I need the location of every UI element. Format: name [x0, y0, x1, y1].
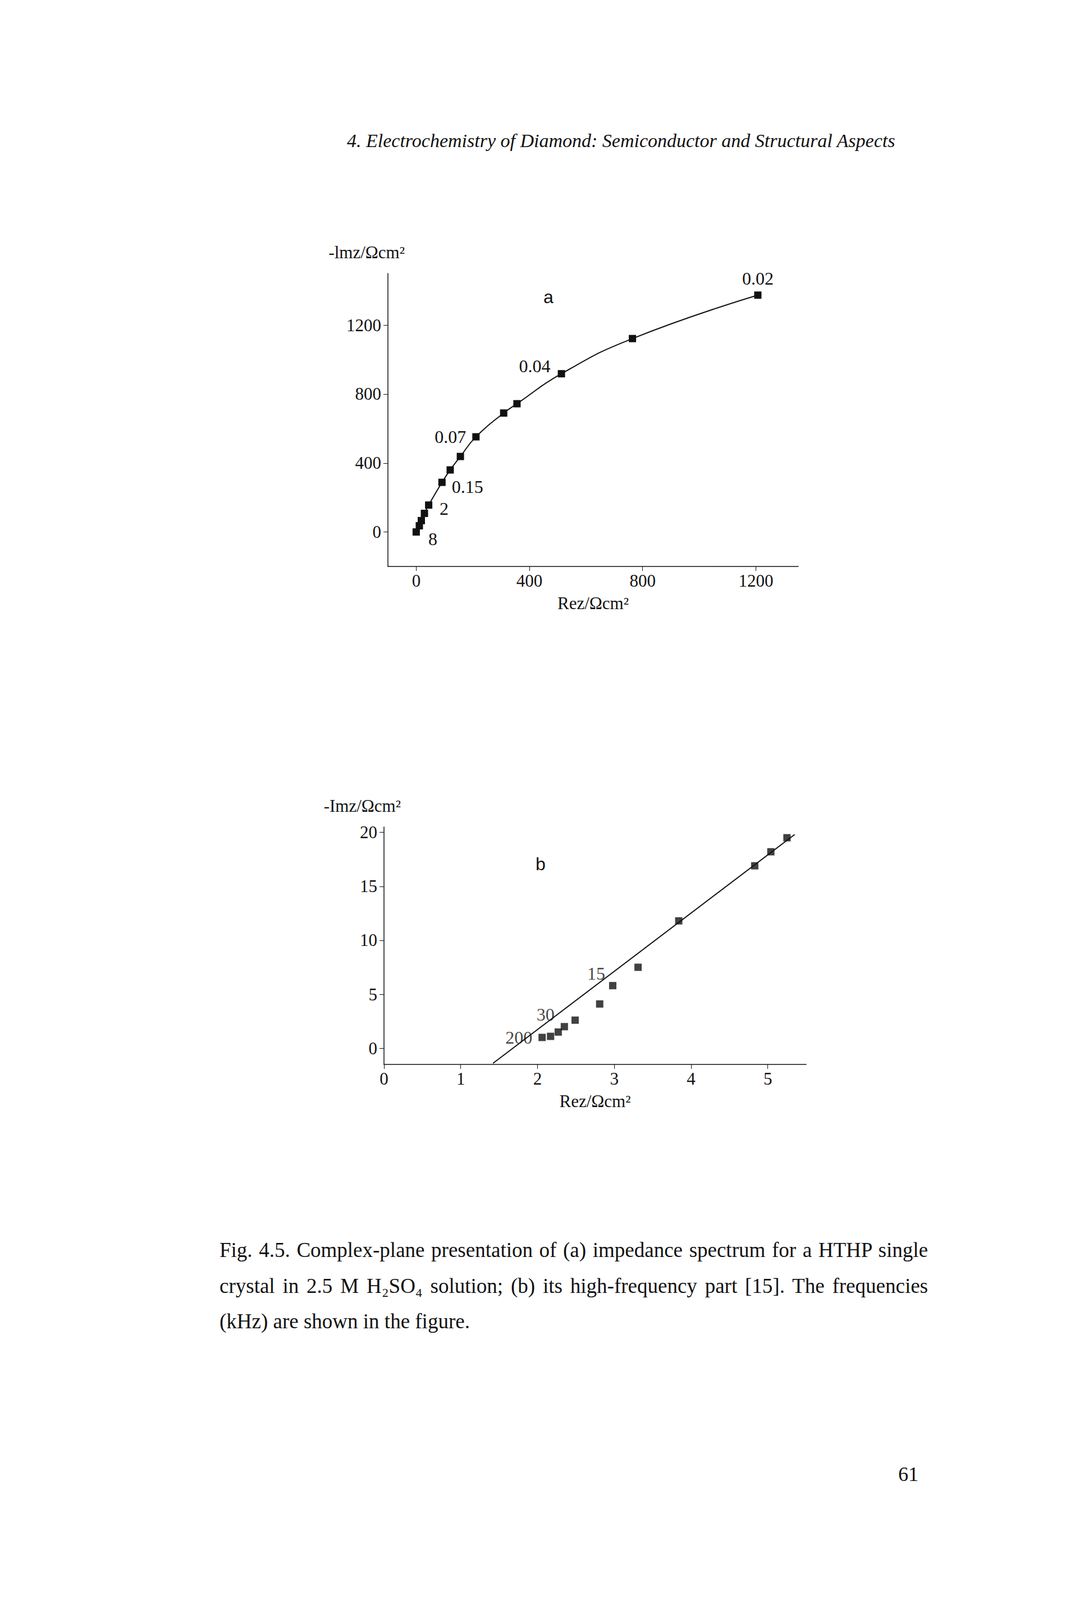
svg-text:400: 400	[355, 453, 382, 473]
svg-text:20: 20	[359, 822, 378, 843]
svg-text:200: 200	[505, 1027, 533, 1048]
svg-text:0.15: 0.15	[451, 476, 484, 497]
svg-text:400: 400	[516, 570, 543, 591]
svg-text:5: 5	[368, 984, 378, 1005]
svg-text:15: 15	[587, 963, 606, 984]
svg-text:0: 0	[372, 522, 382, 542]
svg-text:4: 4	[686, 1068, 696, 1089]
svg-text:-lmz/Ωcm²: -lmz/Ωcm²	[328, 242, 405, 263]
svg-text:-Imz/Ωcm²: -Imz/Ωcm²	[323, 796, 401, 816]
svg-text:0.02: 0.02	[742, 268, 774, 289]
svg-text:2: 2	[439, 498, 449, 519]
svg-text:3: 3	[609, 1068, 619, 1089]
svg-text:5: 5	[763, 1068, 773, 1089]
svg-text:b: b	[535, 853, 546, 875]
svg-text:0.04: 0.04	[519, 355, 551, 377]
svg-text:0: 0	[379, 1068, 389, 1089]
html-text:Fig. 4.5. Complex-plane presen: Fig. 4.5. Complex-plane presentation of …	[219, 1238, 928, 1333]
svg-text:a: a	[543, 286, 554, 308]
svg-text:0.07: 0.07	[434, 426, 466, 447]
svg-text:800: 800	[355, 383, 382, 404]
svg-text:8: 8	[428, 528, 438, 550]
svg-text:30: 30	[536, 1004, 555, 1025]
html-text:61: 61	[898, 1462, 919, 1486]
svg-text:0: 0	[368, 1038, 378, 1059]
svg-text:10: 10	[359, 930, 378, 950]
svg-text:0: 0	[412, 570, 422, 591]
svg-text:1200: 1200	[738, 570, 774, 591]
html-text:4. Electrochemistry of Diamond: 4. Electrochemistry of Diamond: Semicond…	[346, 130, 896, 152]
svg-text:15: 15	[359, 876, 378, 896]
svg-text:1: 1	[456, 1068, 466, 1089]
svg-text:Rez/Ωcm²: Rez/Ωcm²	[557, 593, 629, 614]
svg-text:1200: 1200	[346, 315, 382, 336]
svg-text:800: 800	[629, 570, 656, 591]
svg-text:2: 2	[533, 1068, 543, 1089]
svg-text:Rez/Ωcm²: Rez/Ωcm²	[559, 1091, 631, 1111]
